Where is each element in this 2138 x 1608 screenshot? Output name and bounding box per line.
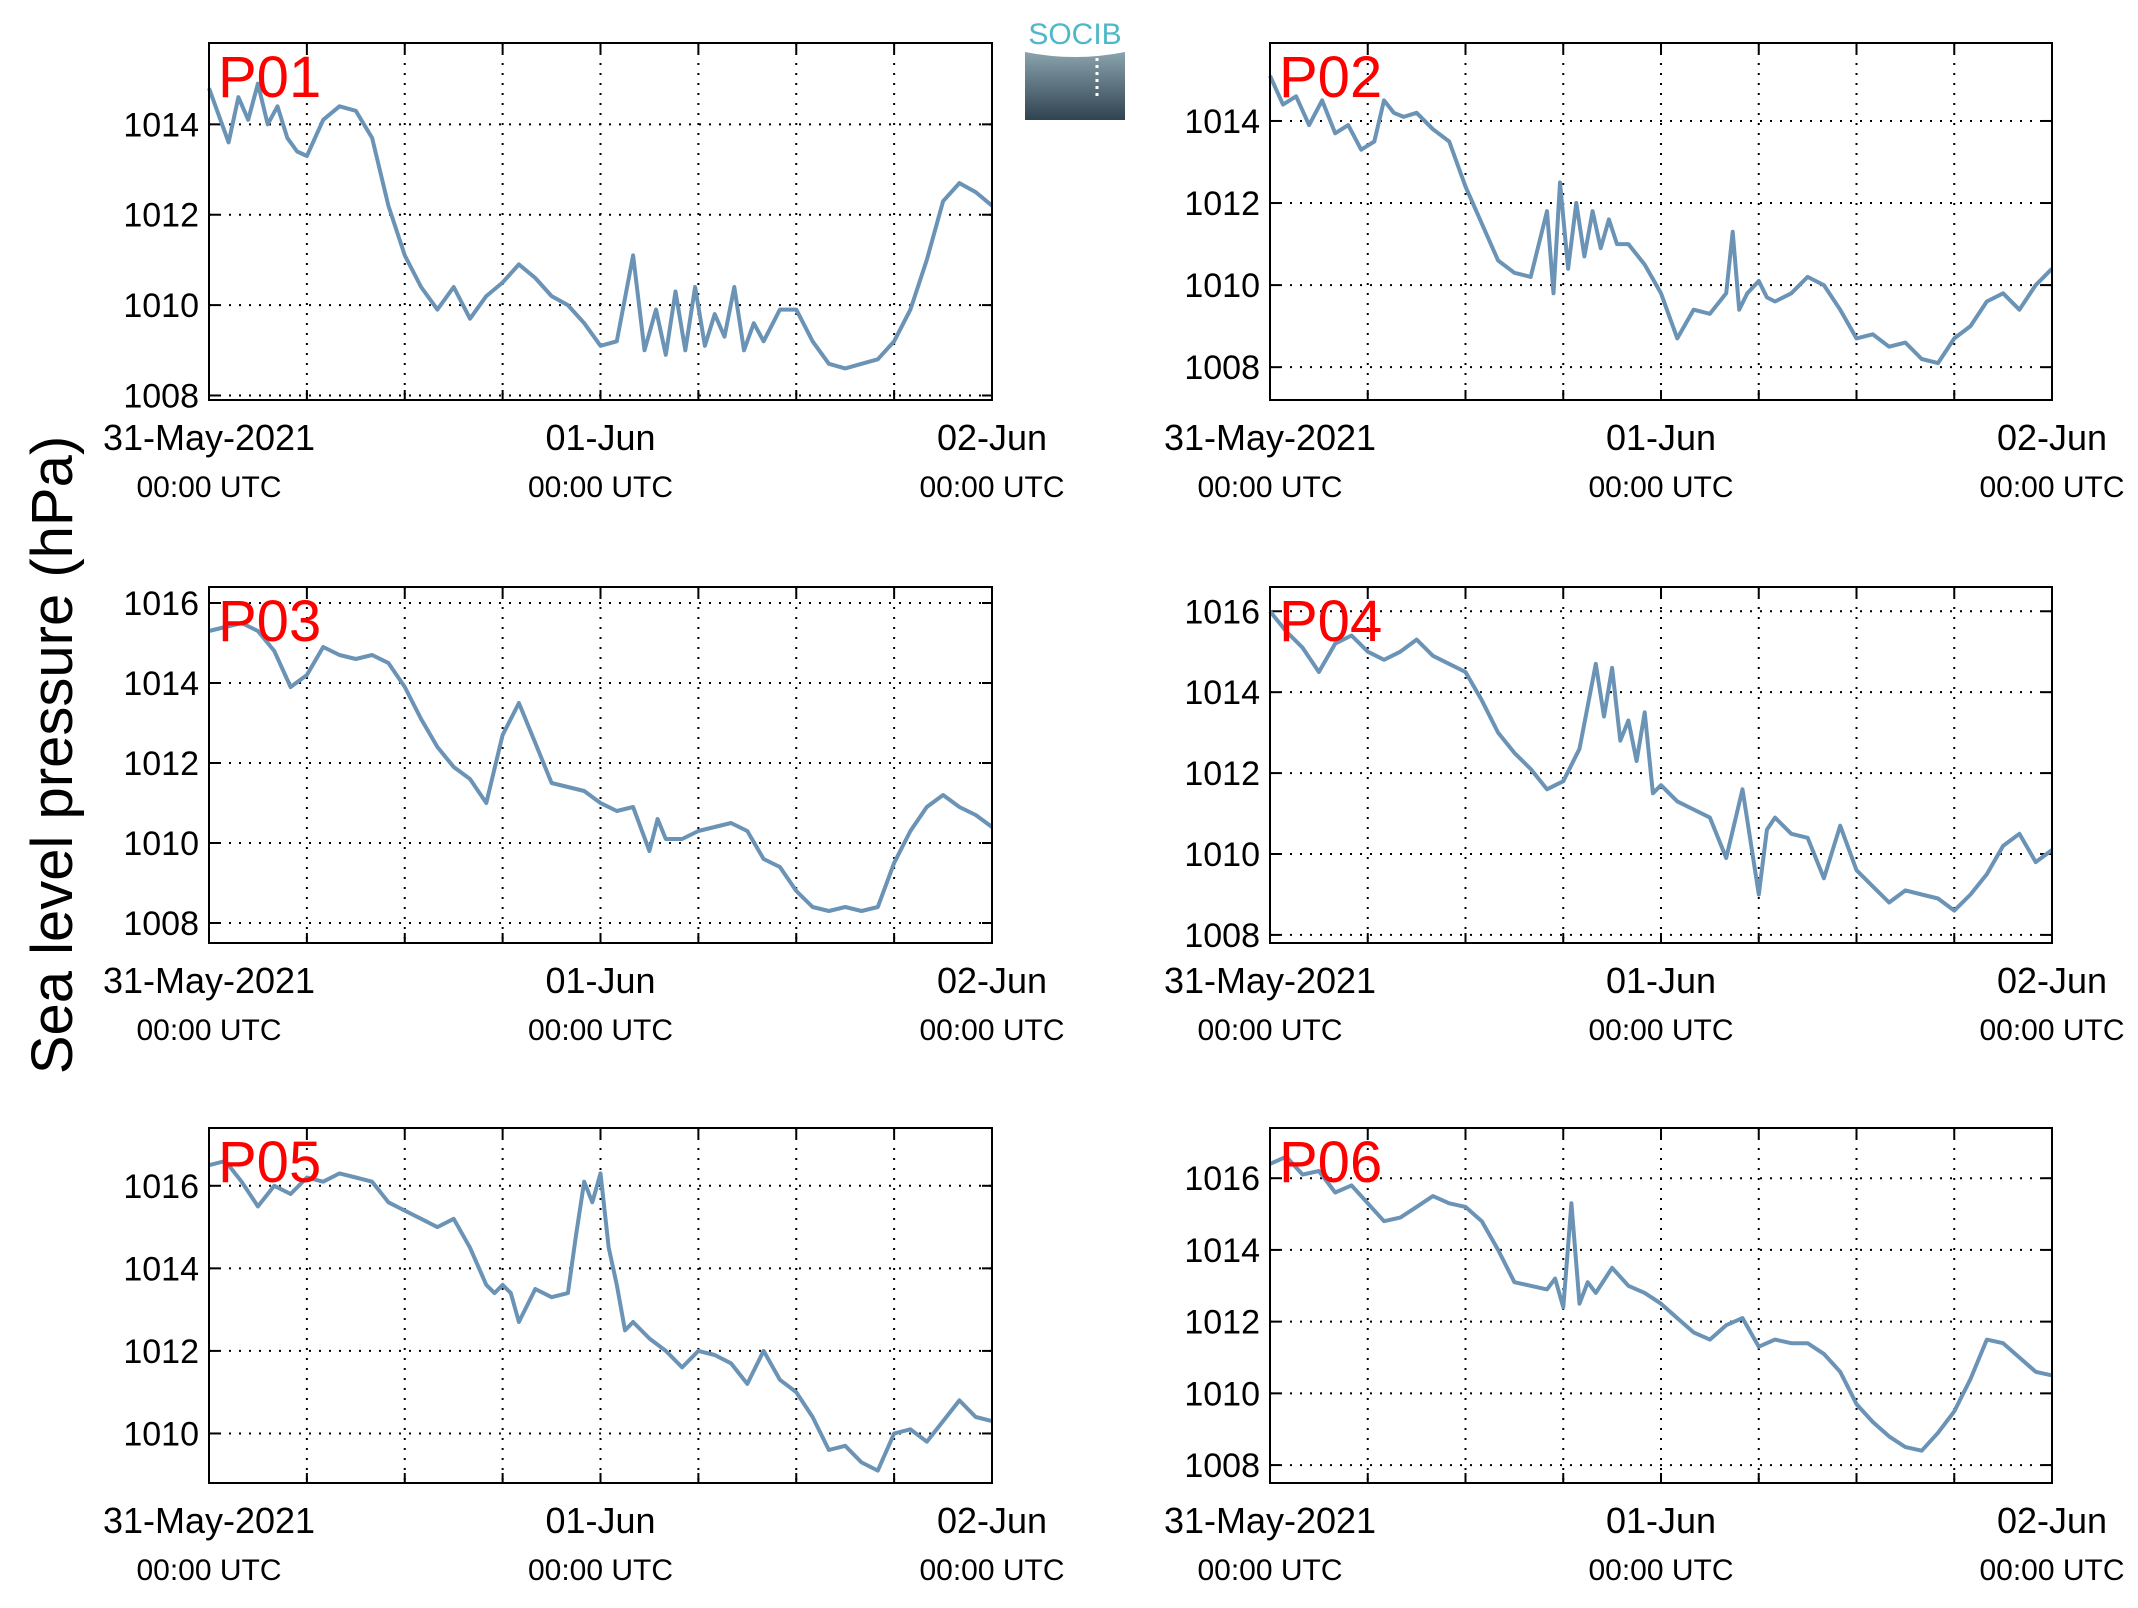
plot-frame: [1269, 42, 2053, 401]
y-tick-label: 1016: [123, 585, 199, 623]
x-tick-label-time: 00:00 UTC: [1588, 1554, 1733, 1587]
x-tick-label-date: 01-Jun: [1606, 417, 1716, 458]
y-tick-label: 1014: [123, 106, 199, 144]
x-tick-label-date: 01-Jun: [545, 1500, 655, 1541]
x-tick-label-date: 02-Jun: [1997, 417, 2107, 458]
pressure-series-line: [1268, 610, 2054, 913]
x-tick-label-time: 00:00 UTC: [1197, 1554, 1342, 1587]
x-tick-label-date: 02-Jun: [937, 417, 1047, 458]
panel-p01: 1008 1010 1012 1014 31-May-2021 00:00 UTC 01-J…: [103, 42, 1065, 504]
x-tick-label-date: 01-Jun: [1606, 960, 1716, 1001]
y-tick-label: 1008: [123, 905, 199, 943]
x-tick-label-date: 31-May-2021: [1164, 1500, 1376, 1541]
y-tick-label: 1014: [1184, 1232, 1260, 1270]
y-tick-label: 1008: [1184, 349, 1260, 387]
x-tick-label-date: 01-Jun: [1606, 1500, 1716, 1541]
socib-logo: SOCIB: [1025, 18, 1125, 120]
x-tick-label-time: 00:00 UTC: [528, 1014, 673, 1047]
y-tick-label: 1014: [123, 1250, 199, 1288]
x-tick-label-time: 00:00 UTC: [1979, 1554, 2124, 1587]
y-tick-label: 1014: [123, 665, 199, 703]
y-tick-label: 1012: [1184, 185, 1260, 223]
pressure-series-line: [208, 621, 994, 913]
x-tick-label-date: 31-May-2021: [103, 417, 315, 458]
panel-p03: 1008 1010 1012 1014 1016 31-May-2021 00:00 UTC…: [103, 585, 1065, 1047]
y-tick-label: 1016: [1184, 593, 1260, 631]
pressure-series-line: [1268, 74, 2054, 366]
panel-label: P03: [218, 589, 321, 654]
y-tick-label: 1012: [1184, 1304, 1260, 1342]
plot-frame: [1269, 1127, 2053, 1484]
y-tick-label: 1016: [123, 1168, 199, 1206]
y-tick-label: 1010: [123, 825, 199, 863]
panel-p05: 1010 1012 1014 1016 31-May-2021 00:00 UTC 01-J…: [103, 1127, 1065, 1587]
y-tick-label: 1014: [1184, 674, 1260, 712]
x-tick-label-time: 00:00 UTC: [136, 1014, 281, 1047]
y-tick-label: 1008: [1184, 917, 1260, 955]
x-tick-label-date: 31-May-2021: [1164, 960, 1376, 1001]
x-tick-label-date: 31-May-2021: [103, 1500, 315, 1541]
y-tick-label: 1012: [1184, 755, 1260, 793]
x-tick-label-time: 00:00 UTC: [136, 1554, 281, 1587]
pressure-series-line: [207, 81, 994, 371]
y-tick-label: 1012: [123, 745, 199, 783]
x-tick-label-time: 00:00 UTC: [1979, 1014, 2124, 1047]
panel-p06: 1008 1010 1012 1014 1016 31-May-2021 00:00 UTC…: [1164, 1127, 2125, 1587]
x-tick-label-time: 00:00 UTC: [528, 471, 673, 504]
x-tick-label-time: 00:00 UTC: [1588, 1014, 1733, 1047]
x-tick-label-time: 00:00 UTC: [528, 1554, 673, 1587]
x-tick-label-time: 00:00 UTC: [136, 471, 281, 504]
x-tick-label-time: 00:00 UTC: [1979, 471, 2124, 504]
y-tick-label: 1010: [123, 287, 199, 325]
x-tick-label-date: 02-Jun: [1997, 1500, 2107, 1541]
x-tick-label-date: 02-Jun: [937, 1500, 1047, 1541]
panel-label: P02: [1279, 45, 1382, 110]
panel-p04: 1008 1010 1012 1014 1016 31-May-2021 00:00 UTC…: [1164, 586, 2125, 1047]
y-tick-label: 1010: [1184, 1375, 1260, 1413]
x-tick-label-time: 00:00 UTC: [919, 1014, 1064, 1047]
y-tick-label: 1014: [1184, 103, 1260, 141]
y-tick-label: 1008: [1184, 1447, 1260, 1485]
panel-label: P01: [218, 45, 321, 110]
x-tick-label-date: 02-Jun: [937, 960, 1047, 1001]
plot-frame: [208, 42, 993, 401]
panel-label: P06: [1279, 1130, 1382, 1195]
x-tick-label-date: 02-Jun: [1997, 960, 2107, 1001]
panel-label: P05: [218, 1130, 321, 1195]
global-y-axis-label: Sea level pressure (hPa): [20, 436, 85, 1074]
x-tick-label-date: 31-May-2021: [103, 960, 315, 1001]
y-tick-label: 1010: [123, 1415, 199, 1453]
x-tick-label-time: 00:00 UTC: [919, 471, 1064, 504]
socib-logo-text: SOCIB: [1028, 18, 1121, 51]
y-tick-label: 1010: [1184, 267, 1260, 305]
x-tick-label-time: 00:00 UTC: [919, 1554, 1064, 1587]
x-tick-label-date: 01-Jun: [545, 960, 655, 1001]
pressure-series-line: [1269, 1154, 2053, 1453]
x-tick-label-time: 00:00 UTC: [1197, 1014, 1342, 1047]
y-tick-label: 1016: [1184, 1160, 1260, 1198]
plot-frame: [208, 1127, 993, 1484]
y-tick-label: 1008: [123, 377, 199, 415]
y-tick-label: 1010: [1184, 836, 1260, 874]
panel-label: P04: [1279, 589, 1382, 654]
panel-p02: 1008 1010 1012 1014 31-May-2021 00:00 UTC 01-J…: [1164, 42, 2125, 504]
x-tick-label-date: 01-Jun: [545, 417, 655, 458]
plot-frame: [1269, 586, 2053, 944]
x-tick-label-date: 31-May-2021: [1164, 417, 1376, 458]
y-tick-label: 1012: [123, 1333, 199, 1371]
y-tick-label: 1012: [123, 197, 199, 235]
x-tick-label-time: 00:00 UTC: [1588, 471, 1733, 504]
x-tick-label-time: 00:00 UTC: [1197, 471, 1342, 504]
pressure-series-line: [208, 1159, 993, 1473]
plot-frame: [208, 586, 993, 944]
